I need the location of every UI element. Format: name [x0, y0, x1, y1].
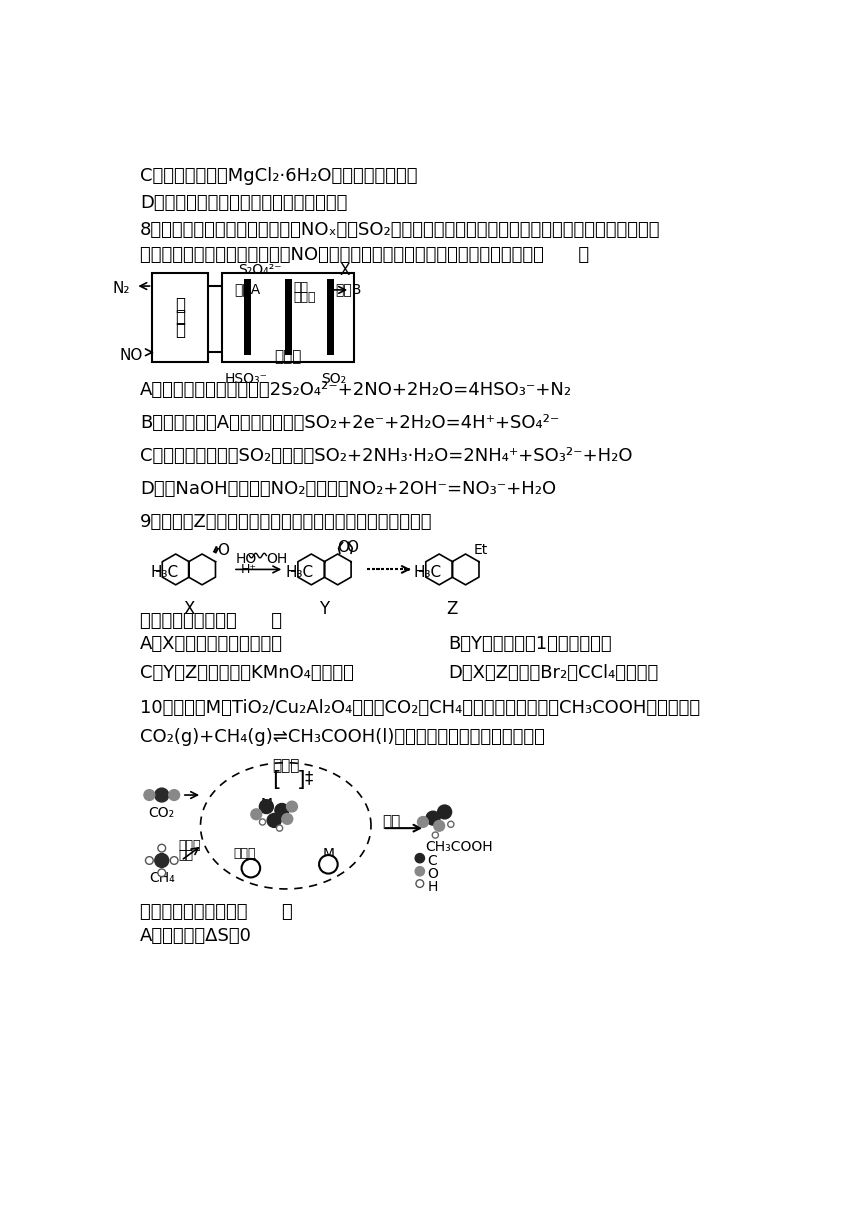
Text: X: X [340, 263, 351, 278]
Circle shape [448, 821, 454, 827]
Text: CH₄: CH₄ [149, 871, 175, 885]
Text: H₃C: H₃C [414, 564, 442, 580]
Text: X: X [183, 601, 194, 618]
Text: M: M [245, 856, 256, 871]
Bar [244, 280, 251, 355]
Text: ②: ② [322, 861, 334, 874]
Text: H₃C: H₃C [286, 564, 314, 580]
Text: M: M [322, 848, 335, 861]
Text: 活化: 活化 [179, 849, 194, 862]
Text: HSO₃⁻: HSO₃⁻ [224, 372, 267, 387]
Text: M: M [261, 798, 273, 811]
Text: CO₂: CO₂ [149, 806, 175, 820]
Text: [: [ [272, 771, 280, 790]
Circle shape [155, 854, 169, 867]
Bar [152, 272, 208, 361]
Text: A．吸收池中发生的反应：2S₂O₄²⁻+2NO+2H₂O=4HSO₃⁻+N₂: A．吸收池中发生的反应：2S₂O₄²⁻+2NO+2H₂O=4HSO₃⁻+N₂ [140, 381, 572, 399]
Text: 池: 池 [175, 321, 186, 339]
Circle shape [438, 805, 452, 818]
Text: A．该反应的ΔS＜0: A．该反应的ΔS＜0 [140, 928, 252, 946]
Circle shape [415, 867, 425, 876]
Text: Y: Y [319, 601, 329, 618]
Text: 吸: 吸 [175, 295, 186, 314]
Text: 电解池: 电解池 [274, 349, 302, 365]
Circle shape [144, 789, 155, 800]
Text: ‡: ‡ [304, 769, 313, 787]
Text: ①: ① [245, 865, 256, 878]
Circle shape [433, 832, 439, 838]
Text: D．电解熔融氯化镁时，金属镁在阳极析出: D．电解熔融氯化镁时，金属镁在阳极析出 [140, 193, 347, 212]
Text: A．X分子中所有原子共平面: A．X分子中所有原子共平面 [140, 635, 283, 653]
Text: 选择性: 选择性 [179, 839, 201, 852]
Text: O: O [337, 540, 349, 556]
Text: 交换膜: 交换膜 [293, 292, 316, 304]
Text: 下列说法不正确的是（      ）: 下列说法不正确的是（ ） [140, 902, 292, 921]
Text: 下列说法正确的是（      ）: 下列说法正确的是（ ） [140, 612, 282, 630]
Text: H⁺: H⁺ [241, 563, 256, 576]
Bar [222, 272, 354, 361]
Circle shape [169, 789, 180, 800]
Text: N₂: N₂ [112, 281, 130, 295]
Circle shape [426, 811, 440, 826]
Text: S₂O₄²⁻: S₂O₄²⁻ [237, 263, 281, 277]
Text: O: O [218, 544, 230, 558]
Text: C．用氨水吸收过量SO₂的反应：SO₂+2NH₃·H₂O=2NH₄⁺+SO₃²⁻+H₂O: C．用氨水吸收过量SO₂的反应：SO₂+2NH₃·H₂O=2NH₄⁺+SO₃²⁻… [140, 447, 633, 465]
Text: H₃C: H₃C [150, 564, 178, 580]
Text: 电极B: 电极B [335, 282, 362, 297]
Text: 夺氢: 夺氢 [383, 815, 401, 829]
Circle shape [286, 801, 298, 812]
Text: D．用NaOH溶液吸收NO₂的反应：NO₂+2OH⁻=NO₃⁻+H₂O: D．用NaOH溶液吸收NO₂的反应：NO₂+2OH⁻=NO₃⁻+H₂O [140, 480, 556, 499]
Text: C．Y、Z均能使酸性KMnO₄溶液褪色: C．Y、Z均能使酸性KMnO₄溶液褪色 [140, 664, 354, 682]
Circle shape [433, 821, 445, 832]
Bar [327, 280, 334, 355]
Text: HO: HO [236, 552, 256, 567]
Text: CH₃COOH: CH₃COOH [425, 840, 493, 854]
Text: B．Y分子中含有1个手性碳原子: B．Y分子中含有1个手性碳原子 [449, 635, 612, 653]
Text: OH: OH [267, 552, 287, 567]
Text: 10．催化剂M（TiO₂/Cu₂Al₂O₄）催化CO₂和CH₄转化为高附加值产品CH₃COOH的反应为：: 10．催化剂M（TiO₂/Cu₂Al₂O₄）催化CO₂和CH₄转化为高附加值产品… [140, 699, 700, 716]
Text: O: O [347, 540, 359, 556]
Circle shape [275, 804, 289, 817]
Circle shape [417, 817, 428, 827]
Circle shape [416, 879, 424, 888]
Text: 电极A: 电极A [234, 282, 260, 297]
Circle shape [158, 869, 166, 877]
Circle shape [319, 855, 338, 873]
Bar [285, 280, 292, 355]
Text: B．电解时电极A上发生的反应：SO₂+2e⁻+2H₂O=4H⁺+SO₄²⁻: B．电解时电极A上发生的反应：SO₂+2e⁻+2H₂O=4H⁺+SO₄²⁻ [140, 413, 559, 432]
Text: D．X、Z都能与Br₂的CCl₄溶液反应: D．X、Z都能与Br₂的CCl₄溶液反应 [449, 664, 659, 682]
Text: 过渡态: 过渡态 [272, 758, 299, 773]
Circle shape [242, 858, 261, 878]
Text: CO₂(g)+CH₄(g)⇌CH₃COOH(l)，该催化反应历程示意图如下。: CO₂(g)+CH₄(g)⇌CH₃COOH(l)，该催化反应历程示意图如下。 [140, 728, 545, 747]
Circle shape [267, 814, 281, 827]
Text: 8．燃煤烟气中产生的氮氧化物（NOₓ）及SO₂会对大气造成严重污染，目前有多种处理吸收污染物的方: 8．燃煤烟气中产生的氮氧化物（NOₓ）及SO₂会对大气造成严重污染，目前有多种处… [140, 221, 660, 240]
Text: SO₂: SO₂ [322, 372, 347, 387]
Text: 法。其中一种隔膜电化学法去除NO装置如下图所示。下列化学反应表示正确的是（      ）: 法。其中一种隔膜电化学法去除NO装置如下图所示。下列化学反应表示正确的是（ ） [140, 246, 589, 264]
Text: ]: ] [297, 771, 305, 790]
Circle shape [170, 856, 178, 865]
Text: O: O [427, 867, 439, 882]
Circle shape [415, 854, 425, 863]
Text: 收: 收 [175, 309, 186, 326]
Circle shape [260, 800, 273, 814]
Text: 9．有机物Z是一种药物合成中间体，其部分合成路线如下：: 9．有机物Z是一种药物合成中间体，其部分合成路线如下： [140, 513, 433, 531]
Circle shape [282, 814, 292, 824]
Text: 催化剂: 催化剂 [234, 846, 256, 860]
Circle shape [251, 809, 261, 820]
Text: C．在空气中灼烧MgCl₂·6H₂O可得到无水氯化镁: C．在空气中灼烧MgCl₂·6H₂O可得到无水氯化镁 [140, 168, 418, 186]
Text: C: C [427, 855, 438, 868]
Text: Et: Et [474, 544, 488, 557]
Circle shape [260, 818, 266, 826]
Text: NO: NO [120, 348, 144, 362]
Text: H: H [427, 879, 438, 894]
Circle shape [158, 844, 166, 852]
Circle shape [145, 856, 153, 865]
Text: Z: Z [446, 601, 458, 618]
Circle shape [155, 788, 169, 803]
Text: 质子: 质子 [293, 281, 309, 294]
Circle shape [276, 826, 283, 832]
